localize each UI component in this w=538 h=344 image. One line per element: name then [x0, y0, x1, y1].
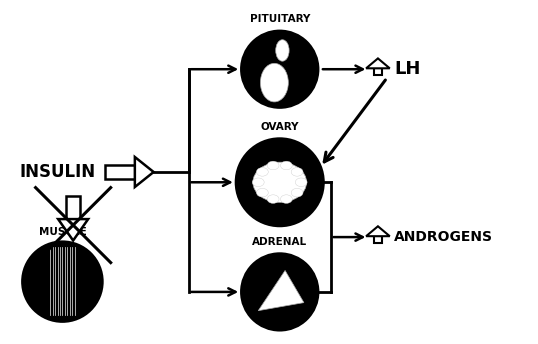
Ellipse shape [275, 40, 289, 61]
Ellipse shape [257, 168, 268, 176]
Text: MUSCLE: MUSCLE [39, 227, 86, 237]
Ellipse shape [291, 189, 303, 197]
Polygon shape [366, 58, 390, 68]
Text: ANDROGENS: ANDROGENS [394, 230, 493, 244]
Text: ADRENAL: ADRENAL [252, 237, 307, 247]
Ellipse shape [260, 63, 288, 102]
Ellipse shape [291, 168, 303, 176]
Ellipse shape [252, 178, 264, 186]
Ellipse shape [257, 189, 268, 197]
Polygon shape [258, 270, 304, 311]
Ellipse shape [280, 161, 292, 170]
Polygon shape [58, 219, 88, 240]
Ellipse shape [241, 31, 318, 108]
Polygon shape [135, 157, 154, 187]
Text: LH: LH [394, 60, 420, 78]
Polygon shape [366, 226, 390, 236]
Ellipse shape [241, 253, 318, 331]
Ellipse shape [22, 241, 103, 322]
Ellipse shape [267, 195, 279, 203]
Text: INSULIN: INSULIN [19, 163, 96, 181]
Ellipse shape [267, 161, 279, 170]
Ellipse shape [295, 178, 307, 186]
Polygon shape [66, 196, 80, 219]
Polygon shape [105, 165, 135, 179]
Text: PITUITARY: PITUITARY [250, 14, 310, 24]
Ellipse shape [280, 195, 292, 203]
Polygon shape [374, 236, 382, 243]
Ellipse shape [253, 162, 307, 202]
Text: OVARY: OVARY [260, 122, 299, 132]
Polygon shape [374, 68, 382, 75]
Ellipse shape [236, 138, 324, 226]
